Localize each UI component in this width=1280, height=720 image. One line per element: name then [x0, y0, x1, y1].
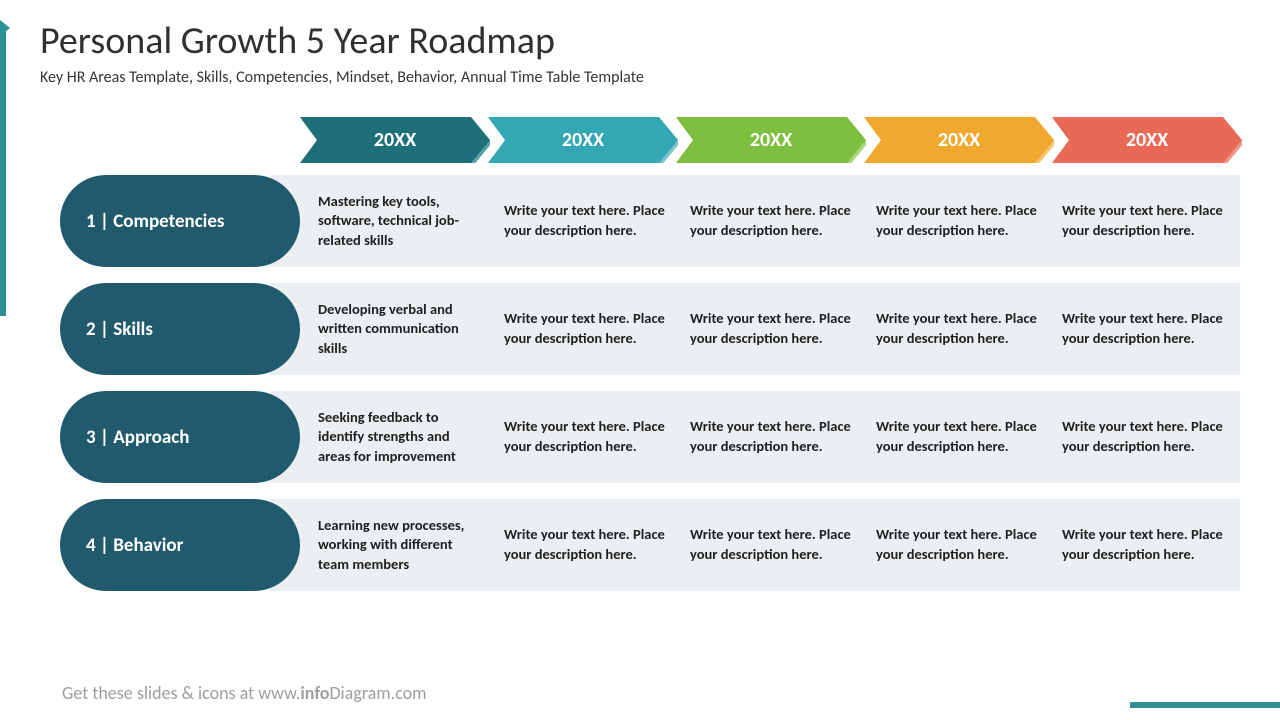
cell: Write your text here. Place your descrip…: [682, 391, 868, 483]
row-label: 3 | Approach: [60, 391, 300, 483]
table-row: 4 | BehaviorLearning new processes, work…: [60, 499, 1240, 591]
year-header-row: 20XX 20XX 20XX 20XX 20XX: [300, 117, 1240, 163]
year-label: 20XX: [374, 128, 416, 152]
year-arrow-0: 20XX: [300, 117, 490, 163]
cell: Write your text here. Place your descrip…: [1054, 391, 1240, 483]
table-row: 1 | CompetenciesMastering key tools, sof…: [60, 175, 1240, 267]
cell: Write your text here. Place your descrip…: [496, 499, 682, 591]
header: Personal Growth 5 Year Roadmap Key HR Ar…: [0, 0, 1280, 87]
year-label: 20XX: [750, 128, 792, 152]
year-arrow-2: 20XX: [676, 117, 866, 163]
body-grid: 1 | CompetenciesMastering key tools, sof…: [60, 175, 1240, 591]
cell: Developing verbal and written communicat…: [310, 283, 496, 375]
cell: Write your text here. Place your descrip…: [682, 283, 868, 375]
cell: Write your text here. Place your descrip…: [496, 175, 682, 267]
cell: Learning new processes, working with dif…: [310, 499, 496, 591]
table-row: 3 | ApproachSeeking feedback to identify…: [60, 391, 1240, 483]
cell: Write your text here. Place your descrip…: [682, 499, 868, 591]
side-accent: [0, 28, 6, 316]
cell: Mastering key tools, software, technical…: [310, 175, 496, 267]
footer-text: Get these slides & icons at www.infoDiag…: [62, 682, 427, 704]
footer-prefix: Get these slides & icons at www.: [62, 682, 300, 704]
table-row: 2 | SkillsDeveloping verbal and written …: [60, 283, 1240, 375]
year-label: 20XX: [562, 128, 604, 152]
footer-rest: Diagram.com: [329, 682, 426, 704]
cell: Seeking feedback to identify strengths a…: [310, 391, 496, 483]
row-label: 1 | Competencies: [60, 175, 300, 267]
footer-bold: info: [300, 682, 329, 704]
cell: Write your text here. Place your descrip…: [1054, 499, 1240, 591]
row-cells: Mastering key tools, software, technical…: [270, 175, 1240, 267]
cell: Write your text here. Place your descrip…: [496, 391, 682, 483]
row-label: 4 | Behavior: [60, 499, 300, 591]
row-label: 2 | Skills: [60, 283, 300, 375]
page-subtitle: Key HR Areas Template, Skills, Competenc…: [40, 68, 1280, 87]
cell: Write your text here. Place your descrip…: [868, 175, 1054, 267]
year-arrow-3: 20XX: [864, 117, 1054, 163]
year-arrow-1: 20XX: [488, 117, 678, 163]
year-label: 20XX: [1126, 128, 1168, 152]
bottom-accent: [1130, 702, 1280, 708]
cell: Write your text here. Place your descrip…: [868, 283, 1054, 375]
cell: Write your text here. Place your descrip…: [868, 499, 1054, 591]
page-title: Personal Growth 5 Year Roadmap: [40, 18, 1280, 64]
year-arrow-4: 20XX: [1052, 117, 1242, 163]
cell: Write your text here. Place your descrip…: [1054, 283, 1240, 375]
cell: Write your text here. Place your descrip…: [1054, 175, 1240, 267]
year-label: 20XX: [938, 128, 980, 152]
cell: Write your text here. Place your descrip…: [682, 175, 868, 267]
cell: Write your text here. Place your descrip…: [496, 283, 682, 375]
row-cells: Developing verbal and written communicat…: [270, 283, 1240, 375]
roadmap: 20XX 20XX 20XX 20XX 20XX 1 | Competencie…: [60, 117, 1240, 591]
cell: Write your text here. Place your descrip…: [868, 391, 1054, 483]
row-cells: Seeking feedback to identify strengths a…: [270, 391, 1240, 483]
row-cells: Learning new processes, working with dif…: [270, 499, 1240, 591]
